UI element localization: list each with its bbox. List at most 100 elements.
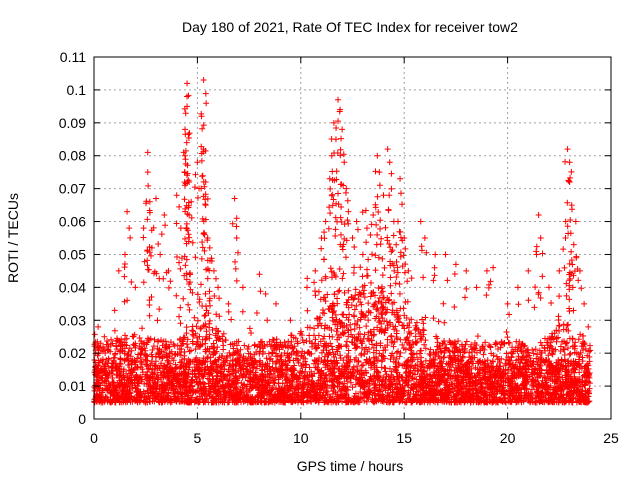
data-point: [245, 389, 252, 396]
data-point: [361, 390, 368, 397]
data-point: [479, 343, 486, 350]
data-point: [438, 359, 445, 366]
data-point: [203, 333, 210, 340]
data-point: [513, 364, 520, 371]
data-point: [201, 370, 208, 377]
data-point: [149, 366, 156, 373]
data-point: [571, 349, 578, 356]
data-point: [248, 330, 255, 337]
data-point: [319, 309, 326, 316]
data-point: [349, 334, 356, 341]
data-point: [261, 377, 268, 384]
data-point: [435, 318, 442, 325]
data-point: [251, 342, 258, 349]
data-point: [94, 394, 101, 401]
data-point: [281, 398, 288, 405]
data-point: [553, 380, 560, 387]
data-point: [556, 328, 563, 335]
data-point: [494, 368, 501, 375]
data-point: [545, 390, 552, 397]
data-point: [507, 398, 514, 405]
data-point: [479, 380, 486, 387]
data-point: [583, 369, 590, 376]
data-point: [220, 330, 227, 337]
data-point: [125, 374, 132, 381]
data-point: [157, 396, 164, 403]
data-point: [408, 344, 415, 351]
data-point: [237, 346, 244, 353]
data-point: [371, 387, 378, 394]
data-point: [378, 320, 385, 327]
data-point: [325, 350, 332, 357]
data-point: [410, 350, 417, 357]
data-point: [541, 373, 548, 380]
data-point: [189, 327, 196, 334]
data-point: [294, 386, 301, 393]
data-point: [152, 395, 159, 402]
data-point: [333, 357, 340, 364]
data-point: [253, 348, 260, 355]
data-point: [225, 380, 232, 387]
data-point: [290, 357, 297, 364]
data-point: [109, 340, 116, 347]
data-point: [481, 361, 488, 368]
data-point: [329, 333, 336, 340]
data-point: [549, 373, 556, 380]
data-point: [373, 354, 380, 361]
data-point: [141, 393, 148, 400]
data-point: [355, 334, 362, 341]
data-point: [350, 312, 357, 319]
data-points: [91, 77, 594, 406]
data-point: [99, 375, 106, 382]
data-point: [356, 324, 363, 331]
data-point: [435, 371, 442, 378]
data-point: [508, 354, 515, 361]
data-point: [371, 366, 378, 373]
data-point: [569, 284, 576, 291]
data-point: [368, 376, 375, 383]
data-point: [310, 379, 317, 386]
data-point: [427, 373, 434, 380]
data-point: [214, 389, 221, 396]
data-point: [269, 396, 276, 403]
data-point: [471, 340, 478, 347]
data-point: [137, 397, 144, 404]
data-point: [339, 398, 346, 405]
data-point: [250, 384, 257, 391]
data-point: [202, 312, 209, 319]
data-point: [521, 385, 528, 392]
data-point: [166, 366, 173, 373]
data-point: [123, 335, 130, 342]
data-point: [409, 338, 416, 345]
data-point: [163, 341, 170, 348]
data-point: [538, 349, 545, 356]
data-point: [344, 360, 351, 367]
data-point: [210, 383, 217, 390]
data-point: [139, 366, 146, 373]
data-point: [565, 360, 572, 367]
data-point: [421, 341, 428, 348]
data-point: [351, 369, 358, 376]
data-point: [322, 381, 329, 388]
data-point: [558, 387, 565, 394]
data-point: [525, 363, 532, 370]
data-point: [552, 386, 559, 393]
data-point: [283, 371, 290, 378]
data-point: [434, 335, 441, 342]
data-point: [136, 343, 143, 350]
data-point: [550, 348, 557, 355]
data-point: [343, 342, 350, 348]
data-point: [244, 363, 251, 370]
data-point: [430, 359, 437, 366]
data-point: [166, 350, 173, 357]
data-point: [308, 368, 315, 375]
data-point: [427, 392, 434, 399]
data-point: [407, 363, 414, 370]
data-point: [396, 388, 403, 395]
data-point: [131, 379, 138, 386]
data-point: [168, 372, 175, 379]
data-point: [284, 350, 291, 357]
data-point: [504, 395, 511, 402]
data-point: [221, 391, 228, 398]
data-point: [403, 361, 410, 368]
